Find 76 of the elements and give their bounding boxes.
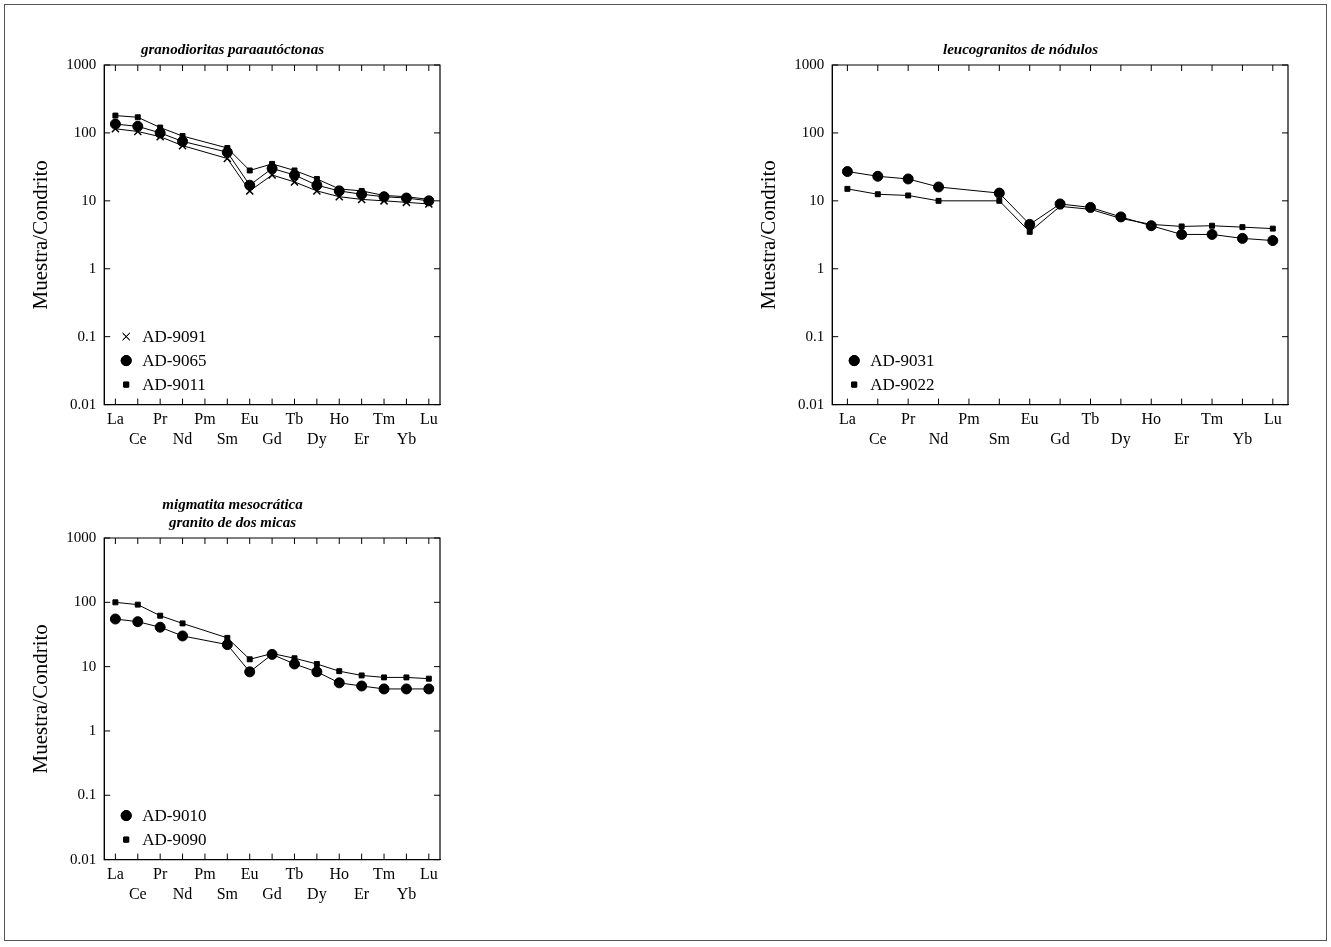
x-tick-label: Ce	[128, 884, 147, 902]
legend-label: AD-9065	[142, 351, 207, 371]
y-tick-label: 1	[816, 259, 825, 276]
x-tick-label: Ce	[128, 429, 147, 447]
x-tick-label: Lu	[419, 410, 438, 428]
y-tick-label: 100	[73, 593, 97, 610]
x-tick-label: La	[106, 865, 124, 883]
x-tick-label: Gd	[262, 884, 282, 902]
x-tick-label: Yb	[396, 884, 417, 902]
y-axis-title: Muestra/Condrito	[756, 160, 781, 310]
x-tick-label: Ho	[1141, 410, 1162, 428]
legend-label: AD-9091	[142, 327, 207, 347]
y-tick-label: 0.1	[805, 327, 825, 344]
x-tick-label: Tm	[372, 865, 396, 883]
x-tick-label: Yb	[1232, 429, 1253, 447]
y-tick-label: 0.01	[69, 850, 97, 867]
x-tick-label: Er	[354, 429, 370, 447]
y-tick-label: 0.1	[77, 786, 97, 803]
y-tick-label: 10	[81, 191, 97, 208]
x-tick-label: Nd	[172, 884, 193, 902]
y-tick-label: 0.01	[69, 395, 97, 412]
x-tick-label: Yb	[396, 429, 417, 447]
x-tick-label: Nd	[172, 429, 193, 447]
y-tick-label: 1	[88, 259, 97, 276]
x-tick-label: Eu	[1020, 410, 1039, 428]
legend-label: AD-9010	[142, 806, 207, 826]
y-tick-label: 10	[809, 191, 825, 208]
y-tick-label: 1000	[794, 55, 825, 72]
chart-title: granodioritas paraautóctonas	[140, 40, 325, 57]
x-tick-label: La	[838, 410, 856, 428]
y-axis-title: Muestra/Condrito	[28, 160, 53, 310]
x-tick-label: Tb	[1081, 410, 1100, 428]
y-tick-label: 1000	[66, 528, 97, 545]
x-tick-label: Ce	[868, 429, 887, 447]
x-tick-label: Tm	[372, 410, 396, 428]
x-tick-label: Ho	[329, 410, 350, 428]
legend-label: AD-9011	[142, 375, 206, 395]
x-tick-label: Eu	[240, 865, 259, 883]
legend-label: AD-9090	[142, 830, 207, 850]
x-tick-label: Eu	[240, 410, 259, 428]
x-tick-label: Dy	[307, 884, 327, 903]
y-tick-label: 0.01	[797, 395, 825, 412]
x-tick-label: Ho	[329, 865, 350, 883]
x-tick-label: Pr	[153, 865, 168, 883]
x-tick-label: Sm	[988, 429, 1011, 447]
y-axis-title: Muestra/Condrito	[28, 624, 53, 774]
chart-title: leucogranitos de nódulos	[942, 40, 1099, 57]
chart-title: migmatita mesocrática granito de dos micas	[162, 495, 304, 530]
x-tick-label: Pm	[958, 410, 981, 428]
x-tick-label: Pr	[901, 410, 916, 428]
x-tick-label: Pr	[153, 410, 168, 428]
x-tick-label: Pm	[194, 865, 217, 883]
x-tick-label: Er	[354, 884, 370, 902]
legend-label: AD-9031	[870, 351, 935, 371]
x-tick-label: Sm	[216, 884, 239, 902]
x-tick-label: Pm	[194, 410, 217, 428]
x-tick-label: Gd	[1050, 429, 1070, 447]
x-tick-label: Dy	[1111, 429, 1131, 448]
legend-label: AD-9022	[870, 375, 935, 395]
x-tick-label: Nd	[928, 429, 949, 447]
y-tick-label: 100	[73, 123, 97, 140]
x-tick-label: Gd	[262, 429, 282, 447]
y-tick-label: 0.1	[77, 327, 97, 344]
y-tick-label: 1000	[66, 55, 97, 72]
y-tick-label: 10	[81, 657, 97, 674]
x-tick-label: Er	[1174, 429, 1190, 447]
x-tick-label: Tm	[1200, 410, 1224, 428]
y-tick-label: 1	[88, 721, 97, 738]
x-tick-label: La	[106, 410, 124, 428]
x-tick-label: Lu	[419, 865, 438, 883]
x-tick-label: Tb	[285, 410, 304, 428]
x-tick-label: Sm	[216, 429, 239, 447]
y-tick-label: 100	[801, 123, 825, 140]
x-tick-label: Lu	[1263, 410, 1282, 428]
x-tick-label: Tb	[285, 865, 304, 883]
x-tick-label: Dy	[307, 429, 327, 448]
